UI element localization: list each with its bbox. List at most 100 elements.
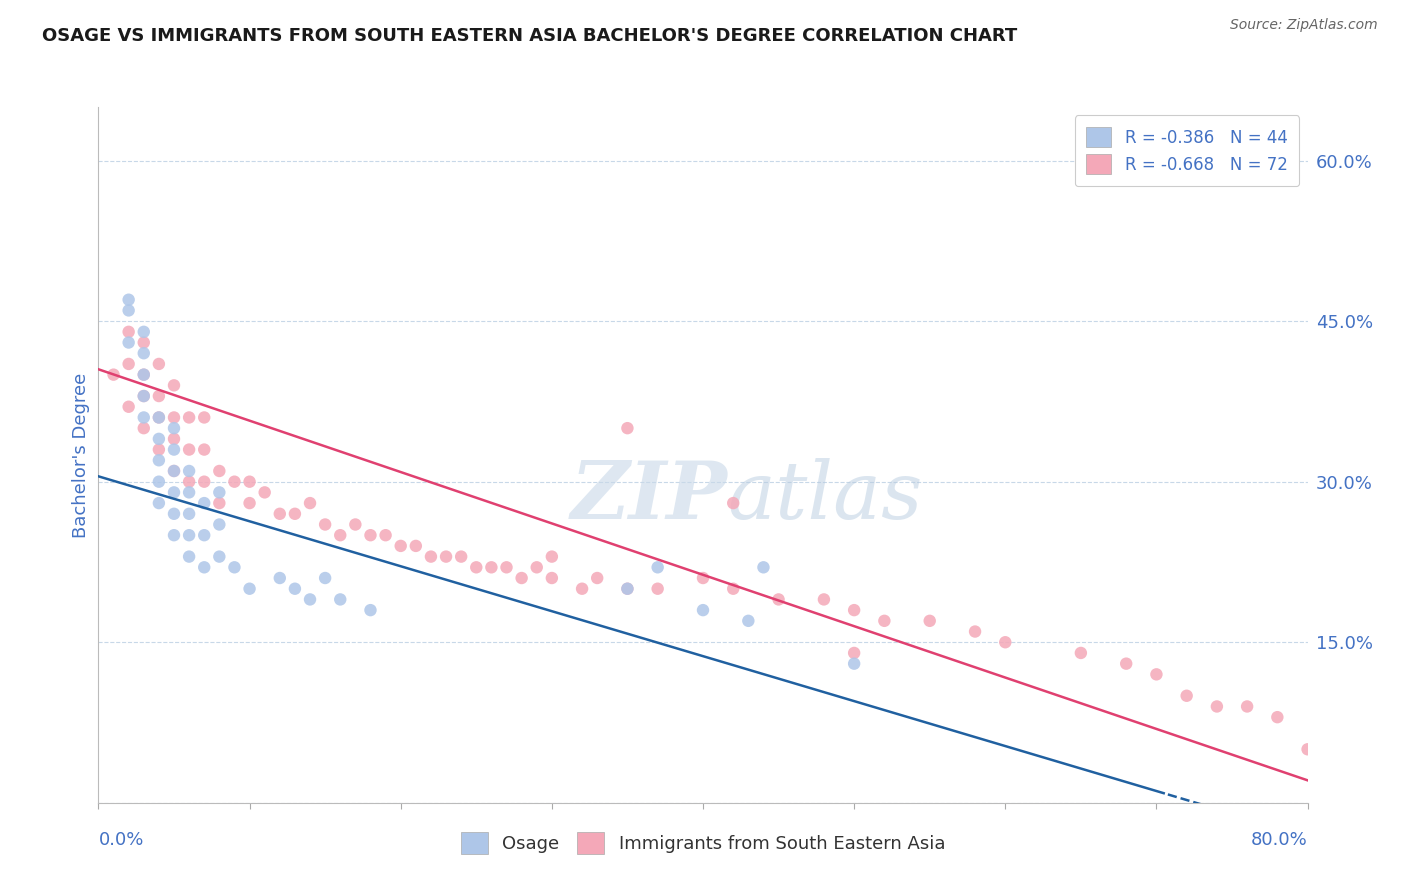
Point bbox=[179, 485, 201, 500]
Point bbox=[1206, 699, 1229, 714]
Point bbox=[132, 410, 155, 425]
Point bbox=[616, 582, 638, 596]
Point bbox=[647, 560, 669, 574]
Point bbox=[526, 560, 548, 574]
Point bbox=[179, 528, 201, 542]
Point bbox=[118, 335, 141, 350]
Point bbox=[239, 475, 262, 489]
Point bbox=[1144, 667, 1167, 681]
Point bbox=[132, 325, 155, 339]
Point bbox=[495, 560, 517, 574]
Y-axis label: Bachelor's Degree: Bachelor's Degree bbox=[72, 372, 90, 538]
Point bbox=[132, 389, 155, 403]
Point bbox=[132, 368, 155, 382]
Point bbox=[148, 475, 170, 489]
Point bbox=[103, 368, 125, 382]
Point bbox=[389, 539, 412, 553]
Point bbox=[179, 442, 201, 457]
Point bbox=[208, 496, 231, 510]
Point bbox=[269, 507, 291, 521]
Point bbox=[450, 549, 472, 564]
Point bbox=[873, 614, 896, 628]
Point bbox=[752, 560, 775, 574]
Point bbox=[193, 560, 215, 574]
Text: Source: ZipAtlas.com: Source: ZipAtlas.com bbox=[1230, 18, 1378, 32]
Point bbox=[193, 528, 215, 542]
Point bbox=[132, 389, 155, 403]
Point bbox=[118, 293, 141, 307]
Point bbox=[163, 442, 186, 457]
Point bbox=[616, 421, 638, 435]
Point bbox=[163, 378, 186, 392]
Point bbox=[163, 464, 186, 478]
Point bbox=[208, 549, 231, 564]
Point bbox=[314, 517, 336, 532]
Point bbox=[193, 410, 215, 425]
Point bbox=[1236, 699, 1258, 714]
Point bbox=[768, 592, 790, 607]
Point bbox=[405, 539, 427, 553]
Point bbox=[994, 635, 1017, 649]
Point bbox=[540, 549, 562, 564]
Point bbox=[360, 603, 382, 617]
Point bbox=[844, 657, 866, 671]
Point bbox=[163, 507, 186, 521]
Point bbox=[723, 496, 745, 510]
Point bbox=[179, 464, 201, 478]
Point bbox=[132, 335, 155, 350]
Point bbox=[360, 528, 382, 542]
Point bbox=[148, 442, 170, 457]
Point bbox=[481, 560, 503, 574]
Point bbox=[163, 410, 186, 425]
Point bbox=[965, 624, 987, 639]
Point bbox=[1070, 646, 1092, 660]
Point bbox=[269, 571, 291, 585]
Point bbox=[420, 549, 443, 564]
Point bbox=[148, 410, 170, 425]
Point bbox=[148, 453, 170, 467]
Point bbox=[465, 560, 488, 574]
Point bbox=[118, 400, 141, 414]
Point bbox=[132, 368, 155, 382]
Point bbox=[148, 389, 170, 403]
Point bbox=[132, 421, 155, 435]
Text: 0.0%: 0.0% bbox=[98, 830, 143, 848]
Point bbox=[510, 571, 533, 585]
Point bbox=[253, 485, 276, 500]
Point bbox=[1267, 710, 1289, 724]
Point bbox=[163, 464, 186, 478]
Point bbox=[692, 603, 714, 617]
Point bbox=[163, 528, 186, 542]
Point bbox=[208, 517, 231, 532]
Point bbox=[179, 549, 201, 564]
Point bbox=[148, 357, 170, 371]
Point bbox=[918, 614, 941, 628]
Point bbox=[329, 592, 352, 607]
Point bbox=[284, 582, 307, 596]
Point bbox=[813, 592, 835, 607]
Point bbox=[299, 592, 322, 607]
Point bbox=[118, 357, 141, 371]
Point bbox=[344, 517, 367, 532]
Point bbox=[737, 614, 759, 628]
Point bbox=[434, 549, 457, 564]
Point bbox=[163, 432, 186, 446]
Point bbox=[540, 571, 562, 585]
Point bbox=[1296, 742, 1319, 756]
Point bbox=[314, 571, 336, 585]
Point bbox=[723, 582, 745, 596]
Point bbox=[844, 603, 866, 617]
Point bbox=[1115, 657, 1137, 671]
Point bbox=[148, 432, 170, 446]
Point bbox=[284, 507, 307, 521]
Point bbox=[1175, 689, 1198, 703]
Point bbox=[179, 475, 201, 489]
Point bbox=[374, 528, 396, 542]
Point bbox=[163, 485, 186, 500]
Legend: Osage, Immigrants from South Eastern Asia: Osage, Immigrants from South Eastern Asi… bbox=[451, 823, 955, 863]
Point bbox=[193, 496, 215, 510]
Point bbox=[224, 560, 246, 574]
Point bbox=[179, 507, 201, 521]
Point bbox=[647, 582, 669, 596]
Point bbox=[118, 325, 141, 339]
